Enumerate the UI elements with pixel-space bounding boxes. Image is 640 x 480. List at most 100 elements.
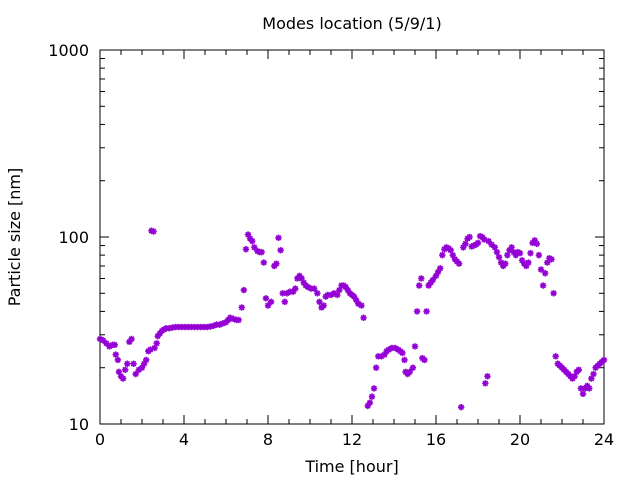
data-point (147, 346, 154, 353)
data-point (385, 346, 392, 353)
data-point (260, 259, 267, 266)
data-point (579, 390, 587, 398)
data-point (516, 249, 524, 257)
data-point (238, 304, 245, 311)
x-tick-label: 12 (342, 430, 362, 449)
plot-frame (99, 49, 605, 425)
data-point (575, 366, 582, 373)
data-point (368, 393, 376, 400)
data-point (370, 385, 378, 392)
data-point (334, 291, 341, 299)
data-point (421, 356, 428, 364)
data-point (600, 356, 608, 364)
data-point (411, 343, 419, 350)
data-point (525, 259, 532, 266)
data-point (474, 239, 482, 247)
data-point (355, 300, 362, 307)
data-point (586, 385, 593, 392)
data-point (279, 290, 286, 297)
data-point (449, 251, 456, 259)
data-point (429, 276, 437, 284)
data-point (401, 356, 408, 364)
data-point (544, 259, 551, 266)
data-point (493, 248, 501, 256)
x-axis: 0 4 8 12 16 20 24 (95, 50, 614, 449)
data-point (508, 244, 515, 251)
data-point (281, 298, 288, 306)
data-point (350, 293, 358, 300)
data-point (481, 236, 488, 243)
data-point (590, 370, 597, 378)
data-point (491, 244, 498, 251)
data-point (484, 373, 491, 380)
data-point (577, 385, 585, 392)
data-point (502, 260, 509, 267)
data-point (316, 298, 323, 306)
y-tick-label: 100 (58, 228, 89, 247)
data-point (140, 360, 148, 367)
x-tick-label: 0 (95, 430, 105, 449)
x-axis-label: Time [hour] (304, 457, 398, 476)
data-point (550, 290, 557, 297)
data-point (292, 285, 299, 292)
data-point (150, 228, 157, 235)
data-point (115, 368, 123, 376)
data-point (527, 249, 534, 257)
data-point (314, 290, 321, 297)
data-point (523, 262, 530, 270)
data-point (273, 260, 280, 267)
data-point (460, 244, 467, 251)
y-tick-label: 1000 (48, 41, 89, 60)
data-point (267, 298, 275, 306)
data-point (548, 256, 555, 263)
data-point (327, 291, 335, 299)
data-point (518, 257, 526, 264)
chart-title: Modes location (5/9/1) (262, 14, 441, 33)
data-point (128, 335, 135, 343)
data-point (298, 275, 305, 282)
data-point (439, 251, 446, 259)
x-tick-label: 24 (594, 430, 614, 449)
data-point (423, 308, 430, 315)
data-point (249, 237, 256, 245)
data-point (482, 380, 489, 387)
data-point (588, 375, 595, 382)
y-tick-label: 10 (69, 415, 89, 434)
data-point (251, 244, 258, 251)
data-point (111, 341, 118, 349)
data-points (96, 227, 608, 411)
data-point (391, 344, 399, 352)
data-point (552, 353, 559, 360)
data-point (244, 231, 252, 238)
data-point (242, 246, 250, 253)
data-point (330, 290, 338, 297)
data-point (151, 344, 158, 352)
data-point (542, 270, 549, 277)
x-tick-label: 4 (179, 430, 189, 449)
data-point (130, 360, 137, 367)
data-point (240, 286, 248, 294)
x-tick-label: 20 (510, 430, 530, 449)
data-point (283, 290, 291, 297)
data-point (143, 356, 150, 364)
data-point (235, 316, 242, 324)
data-point (485, 237, 492, 245)
data-point (360, 314, 367, 321)
data-point (504, 251, 511, 259)
data-point (138, 364, 146, 371)
data-point (336, 286, 343, 294)
data-point (103, 340, 110, 347)
data-point (119, 375, 127, 382)
data-point (275, 234, 282, 242)
data-point (466, 233, 473, 241)
data-point (366, 399, 374, 406)
data-point (311, 285, 318, 292)
data-point (114, 356, 122, 364)
data-point (122, 366, 129, 373)
data-point (434, 268, 442, 276)
data-point (124, 360, 131, 367)
data-point (413, 308, 421, 315)
data-point (409, 364, 417, 371)
data-point (399, 349, 406, 357)
